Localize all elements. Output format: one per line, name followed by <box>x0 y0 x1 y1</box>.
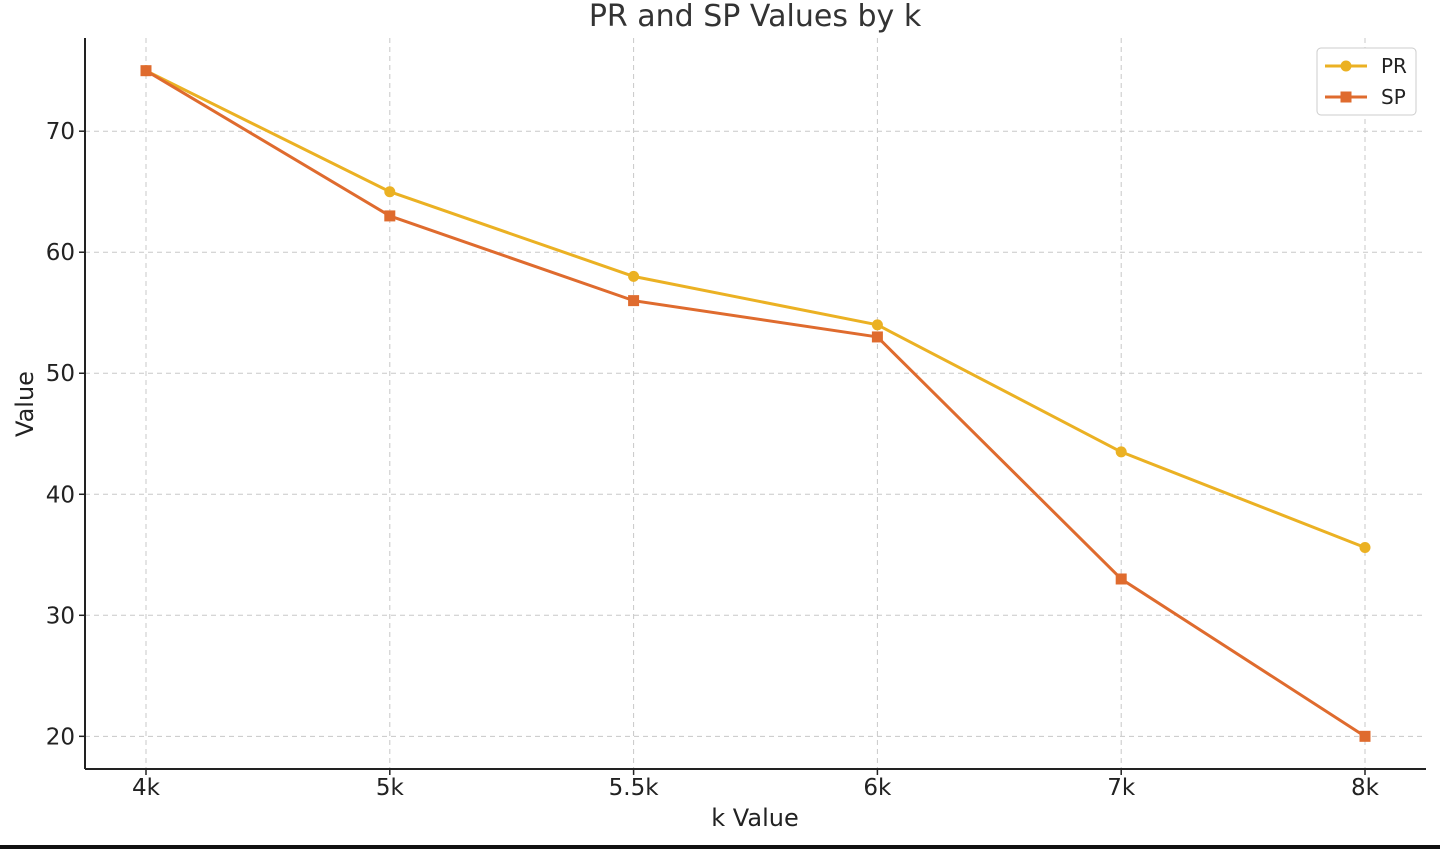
x-tick-label: 4k <box>132 775 161 801</box>
data-point-sp <box>384 210 396 222</box>
data-point-pr <box>628 270 640 282</box>
data-point-pr <box>384 186 396 198</box>
series-layer <box>140 65 1371 742</box>
y-tick-label: 20 <box>46 724 75 750</box>
grid-lines <box>85 38 1426 769</box>
axes <box>84 38 1426 770</box>
legend-marker-pr <box>1340 60 1352 72</box>
x-tick-label: 8k <box>1351 775 1380 801</box>
x-tick-label: 7k <box>1107 775 1136 801</box>
legend-label-sp: SP <box>1381 85 1406 109</box>
y-tick-label: 50 <box>46 361 75 387</box>
legend-marker-sp <box>1340 91 1352 103</box>
axis-ticks: 4k 5k 5.5k 6k 7k 8k 20 30 40 50 60 70 <box>46 119 1380 801</box>
series-sp <box>140 65 1371 742</box>
x-tick-label: 5.5k <box>609 775 660 801</box>
x-tick-label: 6k <box>863 775 892 801</box>
legend-label-pr: PR <box>1381 54 1407 78</box>
chart-title: PR and SP Values by k <box>589 0 922 34</box>
series-line-sp <box>145 69 1366 738</box>
series-line-pr <box>145 69 1366 549</box>
data-point-sp <box>1359 730 1371 742</box>
x-tick-label: 5k <box>376 775 405 801</box>
y-axis-label: Value <box>11 371 39 437</box>
x-axis-label: k Value <box>711 804 798 832</box>
data-point-sp <box>871 331 883 343</box>
data-point-pr <box>871 319 883 331</box>
series-pr <box>140 65 1371 554</box>
y-tick-label: 30 <box>46 603 75 629</box>
y-tick-label: 40 <box>46 482 75 508</box>
legend: PR SP <box>1316 47 1417 116</box>
y-tick-label: 60 <box>46 240 75 266</box>
data-point-sp <box>140 65 152 77</box>
data-point-pr <box>1359 542 1371 554</box>
y-tick-label: 70 <box>46 119 75 145</box>
data-point-sp <box>628 295 640 307</box>
data-point-sp <box>1115 573 1127 585</box>
data-point-pr <box>1115 446 1127 458</box>
